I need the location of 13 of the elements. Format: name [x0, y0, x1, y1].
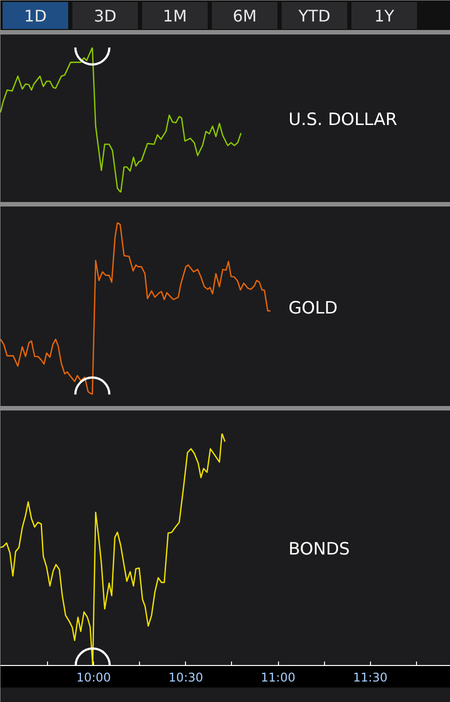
x-tick-label: 11:30 — [352, 670, 388, 684]
text: 1D — [24, 6, 47, 26]
x-tick-label: 10:00 — [76, 670, 111, 684]
x-tick-label: 10:30 — [168, 670, 204, 684]
text: U.S. DOLLAR — [288, 110, 398, 130]
text: 1Y — [374, 6, 394, 26]
x-tick-label: 11:00 — [260, 670, 296, 684]
text: 3D — [94, 6, 116, 26]
text: BONDS — [288, 540, 350, 560]
text: YTD — [298, 6, 330, 26]
text: 1M — [162, 6, 187, 26]
series-label: GOLD — [288, 298, 338, 318]
text: 6M — [232, 6, 257, 26]
